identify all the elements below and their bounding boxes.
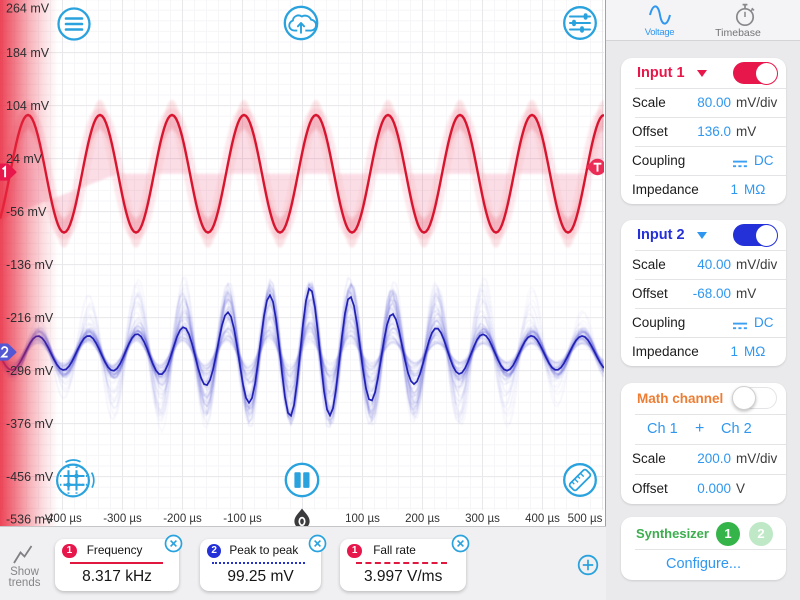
svg-text:24 mV: 24 mV [6,152,43,166]
svg-text:300 µs: 300 µs [465,513,500,525]
svg-text:-200 µs: -200 µs [163,513,202,525]
svg-text:-296 mV: -296 mV [6,364,54,378]
svg-text:-100 µs: -100 µs [223,513,262,525]
svg-text:-56 mV: -56 mV [6,205,47,219]
svg-text:100 µs: 100 µs [345,513,380,525]
svg-text:200 µs: 200 µs [405,513,440,525]
svg-text:-376 mV: -376 mV [6,417,54,431]
svg-text:104 mV: 104 mV [6,99,50,113]
svg-text:-536 mV: -536 mV [6,512,54,526]
svg-text:-456 mV: -456 mV [6,470,54,484]
svg-text:500 µs: 500 µs [568,513,603,525]
svg-text:-300 µs: -300 µs [103,513,142,525]
svg-text:-216 mV: -216 mV [6,311,54,325]
svg-text:400 µs: 400 µs [525,513,560,525]
svg-text:-400 µs: -400 µs [43,513,82,525]
svg-text:264 mV: 264 mV [6,1,50,15]
svg-text:184 mV: 184 mV [6,46,50,60]
svg-text:-136 mV: -136 mV [6,258,54,272]
